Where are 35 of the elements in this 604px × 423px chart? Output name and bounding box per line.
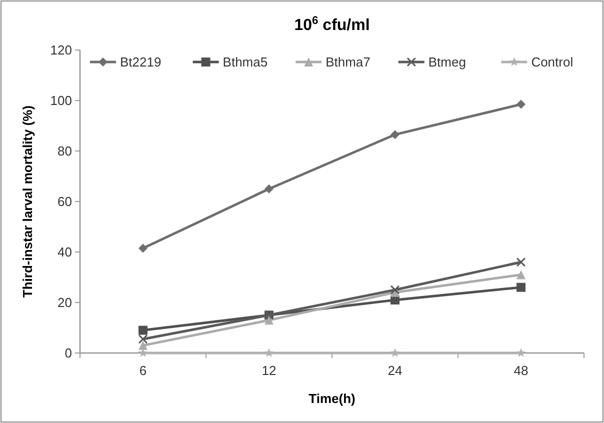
chart-title: 10$^{6}$ cfu/ml [294, 15, 370, 34]
x-tick-label: 12 [262, 363, 276, 378]
y-tick-label: 60 [58, 194, 72, 210]
x-tick-label: 24 [388, 363, 402, 378]
point [516, 100, 526, 109]
legend-label: Btmeg [428, 54, 466, 70]
point [390, 348, 400, 358]
point [264, 316, 274, 325]
point [390, 285, 400, 294]
y-tick-label: 80 [58, 144, 72, 159]
point [516, 270, 526, 280]
legend-label: Control [531, 54, 574, 70]
x-tick-label: 6 [139, 363, 147, 378]
point [516, 258, 526, 267]
point [138, 340, 148, 350]
y-tick-label: 100 [50, 93, 72, 108]
point [390, 130, 400, 140]
y-tick-label: 0 [64, 346, 72, 361]
y-axis-title: Third-instar larval mortality (%) [20, 105, 35, 298]
y-tick-label: 40 [58, 244, 72, 260]
y-tick-label: 20 [58, 295, 72, 310]
point [138, 334, 148, 344]
legend-label: Bt2219 [120, 54, 162, 70]
point [264, 184, 274, 194]
x-axis-title: Time(h) [308, 391, 356, 406]
point [264, 348, 274, 358]
point [138, 326, 148, 335]
point [138, 244, 148, 253]
point [138, 348, 148, 358]
point [516, 348, 526, 358]
point [516, 282, 526, 292]
y-tick-label: 120 [50, 42, 72, 58]
legend-label: Bthma5 [222, 54, 268, 70]
legend-label: Bthma7 [326, 54, 370, 70]
x-tick-label: 48 [514, 363, 528, 378]
